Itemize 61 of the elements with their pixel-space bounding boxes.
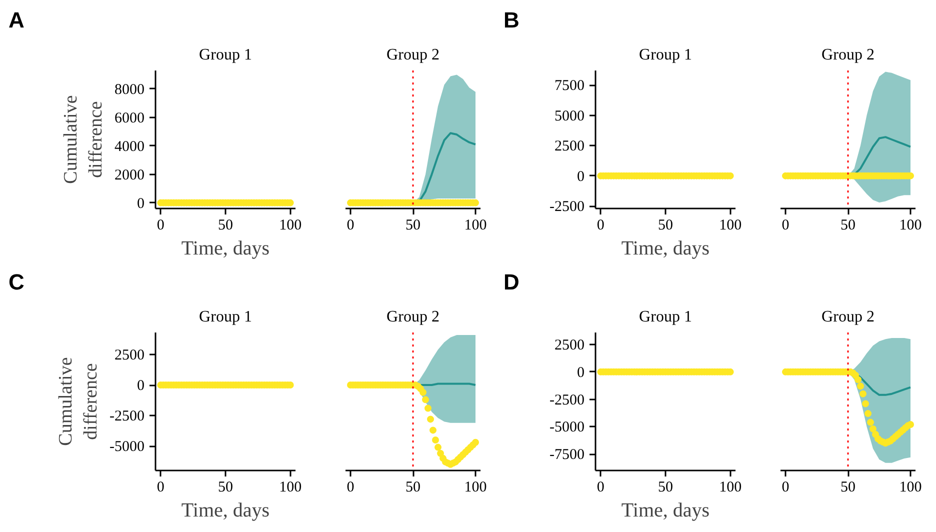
- chart-title: Group 2: [386, 46, 440, 64]
- x-tick-label: 50: [658, 480, 673, 496]
- y-tick-label: 0: [577, 168, 584, 185]
- x-tick-label: 0: [156, 480, 164, 496]
- chart-title: Group 2: [386, 308, 440, 326]
- x-tick-label: 50: [406, 218, 420, 234]
- x-tick-label: 50: [218, 480, 233, 496]
- x-tick-label: 100: [899, 218, 922, 234]
- chart-title: Group 1: [639, 46, 692, 64]
- x-tick-label: 0: [782, 218, 790, 234]
- y-tick-label: 8000: [114, 82, 144, 98]
- x-tick-label: 0: [346, 218, 354, 234]
- x-tick-label: 0: [782, 480, 790, 496]
- x-tick-label: 0: [346, 480, 354, 496]
- x-tick-label: 50: [840, 218, 856, 234]
- x-axis-title: Time, days: [181, 238, 270, 260]
- y-tick-label: 4000: [114, 138, 144, 155]
- text: A: [8, 8, 24, 32]
- x-tick-label: 100: [464, 480, 487, 496]
- x-axis-title: Time, days: [621, 500, 710, 522]
- y-tick-label: -2500: [110, 408, 145, 425]
- y-tick-label: -5000: [110, 439, 145, 456]
- chart-title: Group 1: [639, 308, 692, 326]
- y-tick-label: 0: [577, 364, 584, 381]
- chart-title: Group 1: [199, 46, 252, 64]
- x-tick-label: 0: [156, 218, 164, 234]
- y-tick-label: 0: [137, 196, 144, 212]
- chart-title: Group 2: [822, 308, 874, 326]
- y-tick-label: 6000: [114, 110, 144, 126]
- x-tick-label: 100: [719, 218, 742, 234]
- x-tick-label: 50: [840, 480, 856, 496]
- y-tick-label: 0: [137, 378, 144, 394]
- y-axis-title: Cumulative difference: [60, 95, 106, 184]
- y-tick-label: 2500: [554, 338, 584, 354]
- y-tick-label: 2500: [554, 138, 584, 155]
- x-tick-label: 100: [719, 480, 742, 496]
- x-tick-label: 0: [596, 480, 604, 496]
- y-tick-label: 7500: [554, 78, 584, 94]
- y-tick-label: 2500: [114, 347, 144, 364]
- y-tick-label: -2500: [550, 392, 585, 408]
- x-axis-title: Time, days: [181, 500, 270, 522]
- x-tick-label: 0: [596, 218, 604, 234]
- text: C: [8, 270, 24, 294]
- x-tick-label: 50: [218, 218, 233, 234]
- y-tick-label: -5000: [550, 420, 585, 436]
- text: B: [504, 8, 520, 32]
- x-tick-label: 100: [899, 480, 922, 496]
- x-tick-label: 100: [279, 218, 302, 234]
- x-tick-label: 100: [279, 480, 302, 496]
- y-axis-title: Cumulative difference: [55, 357, 102, 446]
- x-tick-label: 100: [464, 218, 487, 234]
- x-axis-title: Time, days: [621, 238, 710, 260]
- y-tick-label: -2500: [550, 199, 585, 216]
- x-tick-label: 50: [406, 480, 420, 496]
- y-tick-label: 2000: [114, 167, 144, 184]
- y-tick-label: -7500: [550, 447, 585, 464]
- y-tick-label: 5000: [554, 108, 584, 124]
- chart-title: Group 2: [822, 46, 874, 64]
- x-tick-label: 50: [658, 218, 673, 234]
- text: D: [504, 270, 520, 294]
- chart-title: Group 1: [199, 308, 252, 326]
